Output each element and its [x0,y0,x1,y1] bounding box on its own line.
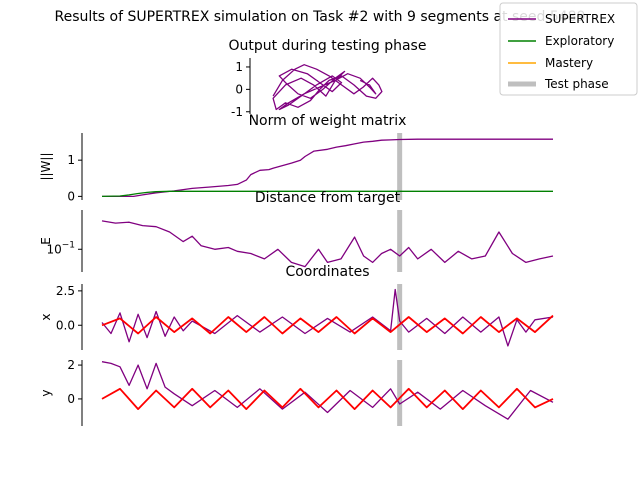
series-line-1-exploratory [101,190,553,198]
y-axis-label-4: y [39,389,53,396]
series-line-0-supertrex [272,64,383,111]
y-axis-label-3: x [39,313,53,320]
chart-panel-0: Output during testing phase 1 0 -1 [229,38,427,119]
chart-title-2: Distance from target [255,190,401,206]
chart-panel-3: Coordinates 0.0 2.5 x [39,264,554,350]
chart-title-3: Coordinates [285,264,369,280]
y-tick-label-1-0: 0 [67,189,75,203]
y-tick-label-3-1: 2.5 [56,284,75,298]
series-line-1-supertrex [102,138,553,198]
y-axis-label-2: E [39,237,53,245]
legend: SUPERTREX Exploratory Mastery Test phase [499,2,638,96]
y-axis-label-1: ||W|| [39,152,53,180]
y-tick-label-3-0: 0.0 [56,318,75,332]
y-tick-label-0-1: 0 [235,82,243,96]
figure-suptitle: Results of SUPERTREX simulation on Task … [55,9,586,25]
chart-panel-1: Norm of weight matrix 0 1 ||W|| [39,113,553,203]
legend-label-test-phase: Test phase [544,77,609,91]
series-line-3-target [101,314,554,335]
y-tick-label-0-0: 1 [235,60,243,74]
legend-label-mastery: Mastery [545,56,593,70]
chart-title-0: Output during testing phase [229,38,427,54]
legend-label-supertrex: SUPERTREX [545,12,615,26]
y-tick-label-1-1: 1 [67,153,75,167]
series-line-4-supertrex [101,361,554,420]
chart-panel-4: 0 2 y [39,358,554,426]
y-tick-label-4-1: 2 [67,358,75,372]
y-tick-label-0-2: -1 [231,105,243,119]
series-line-3-supertrex [101,288,554,347]
series-line-4-target [101,387,554,411]
legend-frame [499,2,638,96]
legend-label-exploratory: Exploratory [545,34,614,48]
y-tick-label-4-0: 0 [67,392,75,406]
chart-title-1: Norm of weight matrix [249,113,407,129]
series-line-2-supertrex [101,220,554,268]
